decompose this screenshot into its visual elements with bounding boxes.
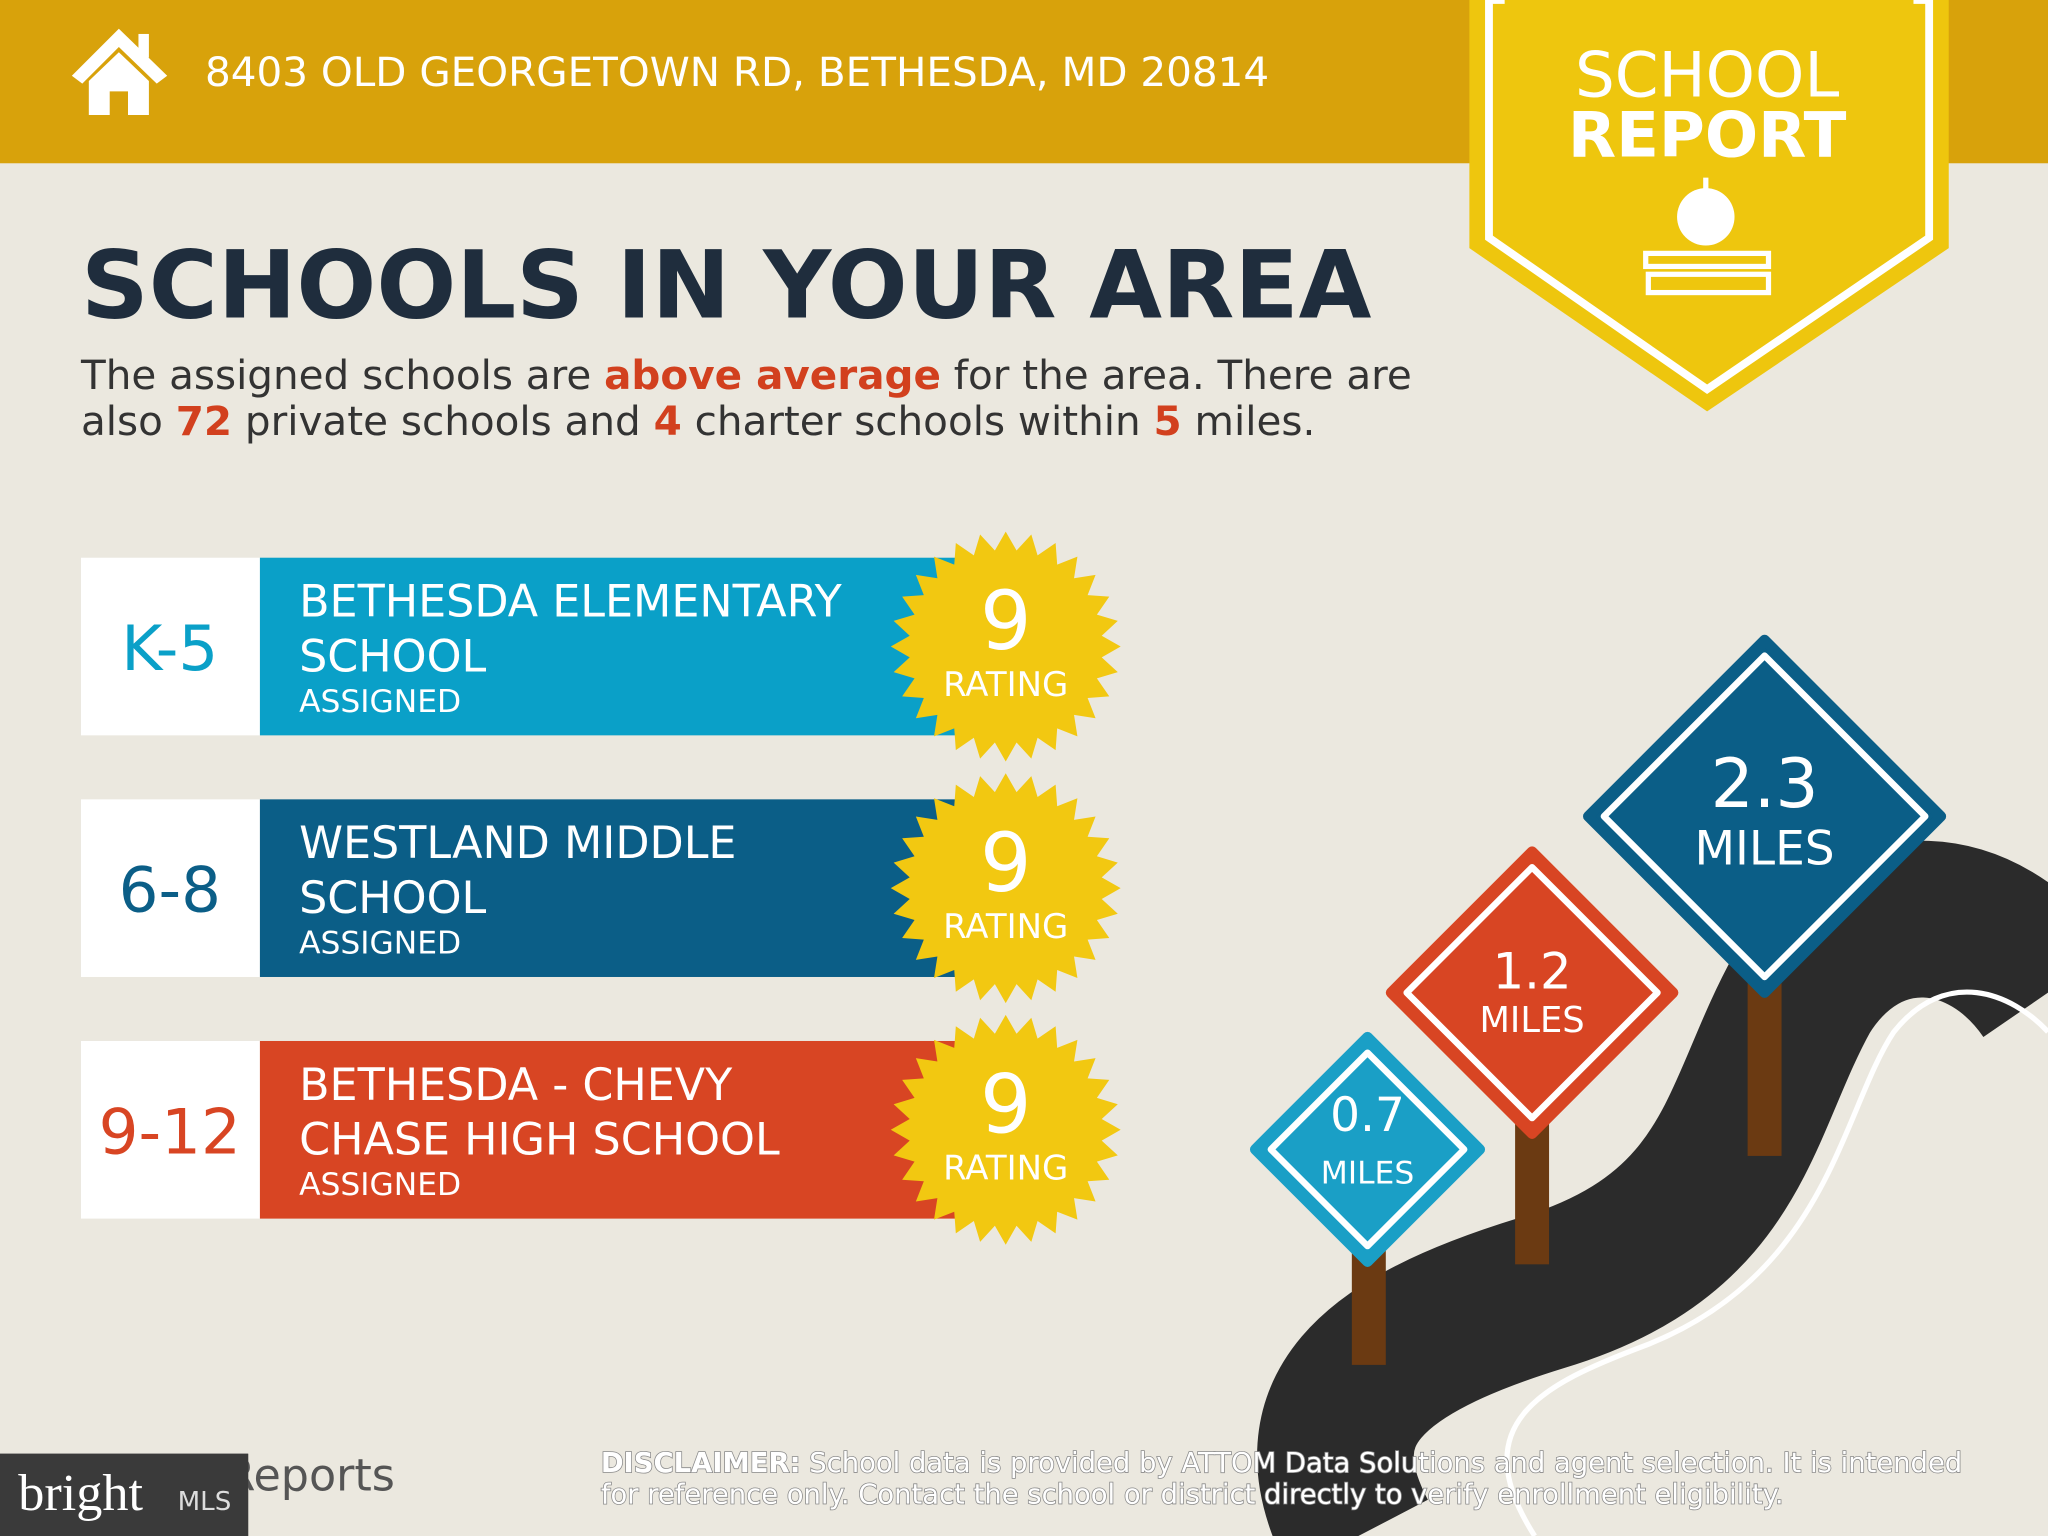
school-name: BETHESDA ELEMENTARY xyxy=(299,576,843,627)
road xyxy=(1257,840,2048,1536)
intro-emphasis: above average xyxy=(604,351,941,399)
badge: SCHOOL REPORT xyxy=(1469,0,1949,412)
bright-logo-suffix: MLS xyxy=(178,1487,232,1517)
school-status: ASSIGNED xyxy=(299,925,461,961)
address: 8403 OLD GEORGETOWN RD, BETHESDA, MD 208… xyxy=(205,48,1269,96)
intro-emphasis: 4 xyxy=(654,397,682,445)
title: SCHOOLS IN YOUR AREA xyxy=(81,231,1372,340)
sign-post xyxy=(1747,966,1782,1156)
intro-emphasis: 72 xyxy=(176,397,232,445)
grade-box xyxy=(80,1040,260,1219)
rating: 9 xyxy=(980,575,1032,669)
grade: K-5 xyxy=(121,612,218,685)
grade: 9-12 xyxy=(99,1095,241,1168)
intro-emphasis: 5 xyxy=(1154,397,1182,445)
disclaimer-line: DISCLAIMER: School data is provided by A… xyxy=(601,1448,1962,1479)
intro-text: private schools and xyxy=(232,397,654,445)
school-status: ASSIGNED xyxy=(299,684,461,720)
sign-distance: 2.3 xyxy=(1711,745,1819,824)
intro-text: charter schools within xyxy=(682,397,1154,445)
rating-label: RATING xyxy=(943,665,1068,705)
sign-border xyxy=(1267,1049,1468,1250)
school-status: ASSIGNED xyxy=(299,1167,461,1203)
badge-line: REPORT xyxy=(1568,99,1847,172)
sign-face xyxy=(1385,846,1679,1139)
grade-box xyxy=(80,799,260,977)
home-icon xyxy=(71,28,168,115)
sign-unit: MILES xyxy=(1694,822,1834,877)
school-name: WESTLAND MIDDLE xyxy=(299,818,736,869)
grade: 6-8 xyxy=(119,854,221,927)
school-name: SCHOOL xyxy=(299,631,486,682)
school-box xyxy=(259,799,967,977)
school-name: BETHESDA - CHEVY xyxy=(299,1060,733,1111)
disclaimer-line: for reference only. Contact the school o… xyxy=(601,1479,1784,1510)
sign-face xyxy=(1583,634,1947,998)
intro-text: The assigned schools are xyxy=(80,351,604,399)
grade-box xyxy=(80,557,260,736)
disclaimer-label: DISCLAIMER: xyxy=(601,1448,801,1479)
rating-label: RATING xyxy=(943,907,1068,947)
bright-logo-cover xyxy=(0,1453,249,1536)
sign-post xyxy=(1515,1123,1550,1265)
rating-label: RATING xyxy=(943,1148,1068,1188)
school-box xyxy=(259,557,967,736)
intro-text: also xyxy=(81,397,176,445)
distance-sign: 0.7 MILES xyxy=(1249,1031,1486,1365)
sign-face xyxy=(1249,1031,1486,1267)
rating-burst xyxy=(890,531,1121,762)
badge-line: SCHOOL xyxy=(1575,39,1839,112)
sign-distance: 1.2 xyxy=(1493,943,1572,1001)
disclaimer-text: School data is provided by ATTOM Data So… xyxy=(801,1448,1963,1479)
sign-border xyxy=(1600,652,1929,981)
rating-burst xyxy=(890,1014,1121,1245)
intro-text: for the area. There are xyxy=(941,351,1412,399)
sign-border xyxy=(1403,863,1661,1122)
sign-distance: 0.7 xyxy=(1330,1088,1405,1143)
intro-text: miles. xyxy=(1182,397,1316,445)
reports-logo: Reports xyxy=(225,1450,395,1501)
bright-logo: bright xyxy=(18,1464,143,1522)
sign-unit: MILES xyxy=(1480,1000,1585,1041)
school-name: CHASE HIGH SCHOOL xyxy=(299,1115,780,1166)
rating-burst xyxy=(890,773,1121,1004)
rating: 9 xyxy=(980,817,1032,911)
rating: 9 xyxy=(980,1058,1032,1152)
sign-unit: MILES xyxy=(1321,1155,1414,1191)
school-box xyxy=(259,1040,967,1219)
school-name: SCHOOL xyxy=(299,873,486,924)
intro-line: The assigned schools are above average f… xyxy=(80,351,1412,399)
intro-line: also 72 private schools and 4 charter sc… xyxy=(81,397,1315,445)
